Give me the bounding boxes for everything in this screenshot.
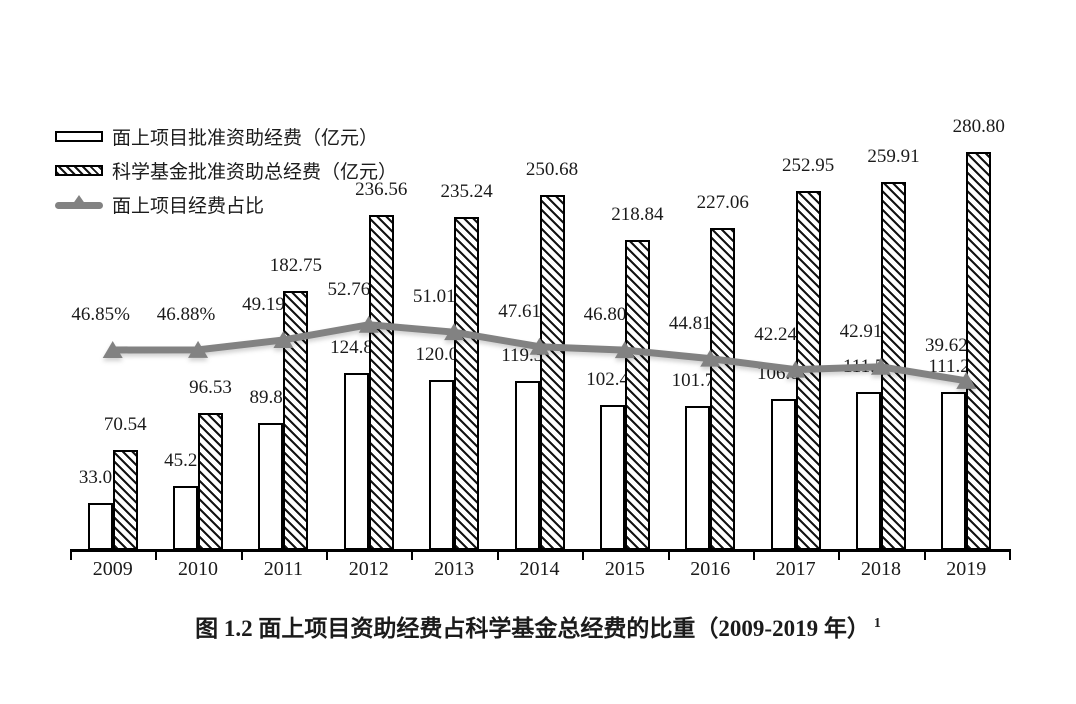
white-bar-swatch bbox=[55, 131, 103, 142]
x-axis-tick bbox=[752, 549, 755, 560]
bar-hatched-2012 bbox=[368, 214, 394, 550]
value-label-hatched-2011: 182.75 bbox=[269, 254, 323, 276]
percent-label-2010: 46.88% bbox=[156, 303, 216, 325]
bar-white-2016 bbox=[685, 405, 711, 550]
value-label-hatched-2014: 250.68 bbox=[525, 158, 579, 180]
bar-hatched-2013 bbox=[454, 216, 480, 550]
legend: 面上项目批准资助经费（亿元） 科学基金批准资助总经费（亿元） 面上项目经费占比 bbox=[55, 123, 397, 218]
figure-caption-text: 图 1.2 面上项目资助经费占科学基金总经费的比重（2009-2019 年） bbox=[195, 616, 870, 641]
value-label-white-2009: 33.05 bbox=[78, 467, 122, 489]
value-label-hatched-2012: 236.56 bbox=[355, 178, 408, 200]
x-axis-tick bbox=[496, 549, 499, 560]
bar-white-2009 bbox=[87, 503, 113, 550]
value-label-hatched-2018: 259.91 bbox=[867, 145, 920, 167]
x-axis-line bbox=[70, 549, 1011, 552]
x-tick-label-2012: 2012 bbox=[348, 558, 389, 580]
x-axis-tick bbox=[155, 549, 158, 560]
line-marker-2009 bbox=[102, 340, 123, 358]
x-tick-label-2010: 2010 bbox=[178, 558, 219, 580]
figure-caption-footnote-mark: 1 bbox=[873, 616, 881, 632]
bar-white-2018 bbox=[855, 391, 881, 550]
bar-white-2015 bbox=[599, 404, 625, 550]
bar-white-2012 bbox=[343, 373, 369, 550]
bar-white-2010 bbox=[173, 485, 199, 550]
x-tick-label-2017: 2017 bbox=[775, 558, 816, 580]
x-tick-label-2011: 2011 bbox=[263, 558, 304, 580]
value-label-white-2011: 89.89 bbox=[249, 386, 293, 408]
value-label-white-2010: 45.25 bbox=[164, 449, 207, 471]
legend-item-ratio-line: 面上项目经费占比 bbox=[55, 191, 397, 218]
legend-item-total-fund-bar: 科学基金批准资助总经费（亿元） bbox=[55, 157, 397, 184]
value-label-hatched-2019: 280.80 bbox=[952, 115, 1005, 137]
x-axis-tick bbox=[838, 549, 841, 560]
x-axis-tick bbox=[326, 549, 329, 560]
x-axis-tick bbox=[923, 549, 926, 560]
x-tick-label-2013: 2013 bbox=[434, 558, 475, 580]
bar-white-2014 bbox=[514, 380, 540, 550]
value-label-hatched-2010: 96.53 bbox=[189, 377, 232, 399]
bar-hatched-2017 bbox=[795, 191, 821, 550]
bar-hatched-2019 bbox=[966, 151, 992, 550]
bar-white-2013 bbox=[429, 379, 455, 550]
x-axis-tick bbox=[582, 549, 585, 560]
percent-label-2009: 46.85% bbox=[71, 303, 130, 325]
x-tick-label-2019: 2019 bbox=[946, 558, 987, 580]
bar-hatched-2018 bbox=[880, 181, 906, 550]
bar-white-2011 bbox=[258, 422, 284, 550]
gray-line-swatch bbox=[55, 194, 103, 216]
value-label-hatched-2015: 218.84 bbox=[611, 203, 664, 225]
value-label-hatched-2009: 70.54 bbox=[103, 414, 147, 435]
legend-label-general-program: 面上项目批准资助经费（亿元） bbox=[112, 128, 379, 149]
x-axis-tick bbox=[240, 549, 243, 560]
bar-white-2017 bbox=[770, 398, 796, 550]
x-tick-label-2016: 2016 bbox=[690, 558, 731, 580]
value-label-hatched-2013: 235.24 bbox=[440, 180, 493, 202]
bar-hatched-2011 bbox=[283, 290, 309, 550]
value-label-hatched-2016: 227.06 bbox=[696, 192, 749, 214]
x-tick-label-2018: 2018 bbox=[860, 558, 901, 580]
value-label-hatched-2017: 252.95 bbox=[781, 155, 835, 177]
bar-hatched-2009 bbox=[112, 450, 138, 550]
hatched-bar-swatch bbox=[55, 165, 103, 176]
line-marker-2010 bbox=[188, 340, 209, 358]
bar-white-2019 bbox=[941, 392, 967, 550]
x-tick-label-2009: 2009 bbox=[92, 558, 133, 580]
x-tick-label-2014: 2014 bbox=[519, 558, 560, 580]
line-swatch-band bbox=[55, 201, 103, 209]
bar-hatched-2016 bbox=[710, 228, 736, 550]
legend-item-general-program-bar: 面上项目批准资助经费（亿元） bbox=[55, 123, 397, 150]
bar-hatched-2015 bbox=[624, 239, 650, 550]
legend-label-ratio: 面上项目经费占比 bbox=[112, 196, 265, 217]
x-tick-label-2015: 2015 bbox=[604, 558, 645, 580]
x-axis-tick bbox=[70, 549, 72, 560]
figure-caption: 图 1.2 面上项目资助经费占科学基金总经费的比重（2009-2019 年） 1 bbox=[0, 609, 1076, 643]
bar-hatched-2014 bbox=[539, 194, 565, 550]
x-axis-tick bbox=[1008, 549, 1011, 560]
x-axis-tick bbox=[411, 549, 414, 560]
legend-label-total-fund: 科学基金批准资助总经费（亿元） bbox=[112, 162, 398, 183]
bar-hatched-2010 bbox=[198, 413, 224, 550]
x-axis-tick bbox=[667, 549, 670, 560]
